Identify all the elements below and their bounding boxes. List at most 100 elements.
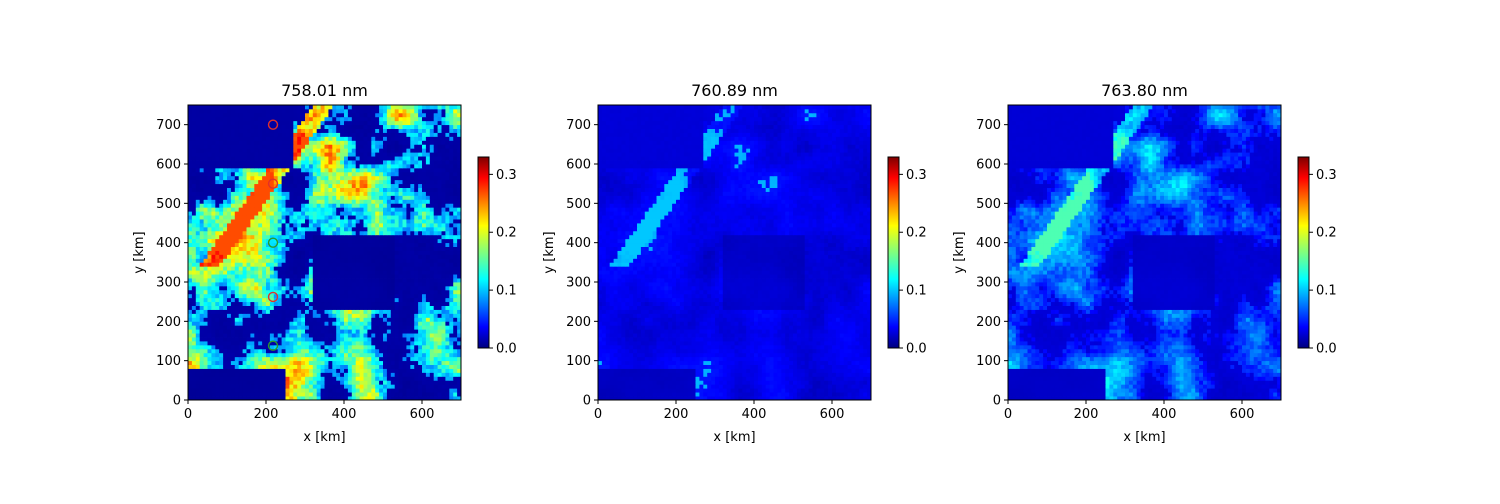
heat-cell	[425, 282, 431, 287]
heat-cell	[363, 234, 368, 240]
heat-cell	[429, 136, 435, 141]
heat-cell	[418, 167, 423, 173]
heat-cell	[425, 246, 431, 251]
heat-cell	[336, 230, 341, 236]
heat-cell	[273, 160, 279, 165]
heat-cell	[246, 348, 251, 354]
heat-cell	[242, 313, 247, 318]
heat-cell	[359, 183, 364, 188]
heat-cell	[418, 325, 423, 330]
heat-cell	[297, 167, 302, 173]
heat-cell	[418, 136, 423, 141]
heat-cell	[305, 187, 310, 192]
heat-cell	[371, 313, 376, 318]
heat-cell	[281, 223, 286, 228]
heat-cell	[367, 250, 372, 255]
heat-cell	[453, 195, 458, 200]
heat-cell	[402, 199, 407, 204]
heat-cell	[262, 124, 267, 129]
heat-cell	[328, 164, 333, 169]
heat-cell	[301, 329, 306, 334]
heat-cell	[258, 352, 263, 358]
heat-cell	[324, 144, 329, 149]
heat-cell	[457, 132, 462, 137]
heat-cell	[383, 325, 388, 330]
heat-cell	[425, 250, 431, 255]
heat-cell	[230, 360, 236, 365]
heat-cell	[340, 120, 345, 126]
heat-cell	[219, 164, 224, 169]
heat-cell	[367, 246, 372, 251]
heat-cell	[195, 309, 201, 314]
heat-cell	[457, 183, 462, 188]
heat-cell	[355, 392, 360, 397]
heat-cell	[293, 396, 298, 401]
heat-cell	[297, 230, 302, 236]
heat-cell	[441, 175, 446, 181]
heat-cell	[215, 195, 220, 200]
heat-cell	[207, 289, 212, 295]
heat-cell	[340, 285, 345, 291]
heat-cell	[277, 384, 282, 389]
heat-cell	[425, 321, 431, 326]
heat-cell	[437, 337, 442, 342]
heat-cell	[211, 337, 216, 342]
heat-cell	[390, 348, 396, 354]
heat-cell	[386, 246, 392, 251]
heat-cell	[367, 207, 372, 212]
heat-cell	[269, 301, 275, 306]
heat-cell	[258, 120, 263, 126]
heat-cell	[367, 230, 372, 236]
heat-cell	[211, 183, 216, 188]
heat-cell	[441, 179, 446, 185]
heat-cell	[379, 278, 384, 283]
heat-cell	[433, 132, 438, 137]
heat-cell	[371, 250, 376, 255]
heat-cell	[359, 250, 364, 255]
heat-cell	[211, 124, 216, 129]
heat-cell	[441, 301, 446, 306]
heat-cell	[383, 175, 388, 181]
heat-cell	[301, 317, 306, 322]
heat-cell	[289, 352, 294, 358]
heat-cell	[449, 215, 454, 220]
heat-cell	[375, 156, 380, 161]
heat-cell	[238, 380, 243, 385]
heat-cell	[402, 317, 407, 322]
heat-cell	[297, 175, 302, 181]
heat-cell	[246, 207, 251, 212]
heat-cell	[289, 325, 294, 330]
heat-cell	[453, 136, 458, 141]
heat-cell	[266, 207, 271, 212]
heat-cell	[269, 388, 275, 393]
heat-cell	[422, 317, 427, 322]
heat-cell	[281, 242, 286, 247]
heat-cell	[230, 333, 236, 338]
heat-cell	[308, 266, 314, 271]
heat-cell	[359, 171, 364, 177]
heat-cell	[375, 187, 380, 192]
heat-cell	[422, 266, 427, 271]
heat-cell	[371, 167, 376, 173]
heat-cell	[398, 348, 403, 354]
heat-cell	[215, 293, 220, 299]
heat-cell	[215, 183, 220, 188]
heat-cell	[375, 309, 380, 314]
heat-cell	[254, 148, 259, 153]
heat-cell	[394, 195, 399, 200]
heat-cell	[316, 250, 321, 255]
heat-cell	[340, 207, 345, 212]
heat-cell	[254, 128, 259, 133]
heat-cell	[316, 356, 321, 362]
heat-cell	[266, 368, 271, 373]
heat-cell	[422, 120, 427, 126]
heat-cell	[223, 305, 228, 310]
heat-cell	[258, 203, 263, 208]
heat-cell	[379, 317, 384, 322]
heat-cell	[336, 258, 341, 263]
heat-cell	[445, 226, 450, 232]
heat-cell	[332, 254, 337, 259]
heat-cell	[230, 120, 236, 126]
heat-cell	[355, 175, 360, 181]
heat-cell	[402, 278, 407, 283]
